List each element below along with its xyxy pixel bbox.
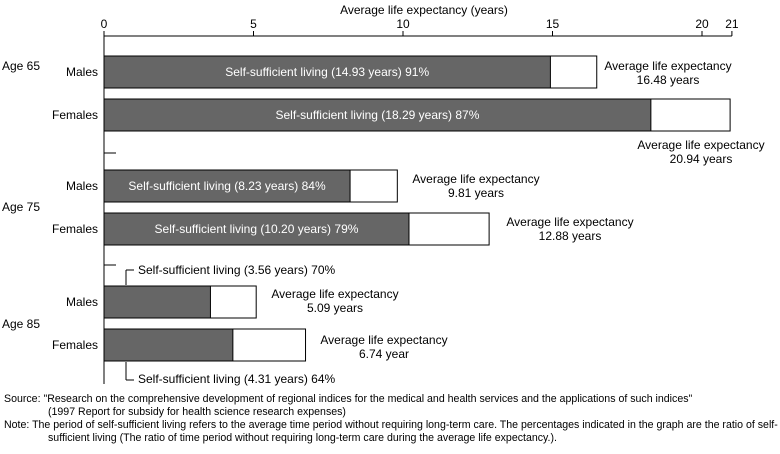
note-text: Note: The period of self-sufficient livi… (4, 419, 778, 444)
self-sufficient-label: Self-sufficient living (4.31 years) 64% (138, 372, 336, 386)
group-label: Age 65 (2, 59, 40, 73)
life-expectancy-value: 16.48 years (637, 73, 700, 87)
life-expectancy-value: 6.74 year (359, 347, 409, 361)
self-sufficient-bar (103, 98, 652, 132)
self-sufficient-label: Self-sufficient living (18.29 years) 87% (275, 108, 479, 122)
life-expectancy-label: Average life expectancy (506, 215, 633, 229)
self-sufficient-bar (103, 55, 551, 89)
life-expectancy-label: Average life expectancy (412, 172, 539, 186)
life-expectancy-value: 5.09 years (307, 301, 363, 315)
category-label: Females (52, 338, 98, 352)
category-label: Males (66, 179, 98, 193)
category-label: Males (66, 295, 98, 309)
x-tick-label: 20 (695, 17, 709, 31)
self-sufficient-label: Self-sufficient living (14.93 years) 91% (225, 65, 429, 79)
footnotes: Source: "Research on the comprehensive d… (4, 393, 778, 445)
x-tick-label: 15 (546, 17, 560, 31)
category-label: Females (52, 108, 98, 122)
labels: Age 65 Males Self-sufficient living (14.93… (2, 59, 765, 386)
group-label: Age 85 (2, 317, 40, 331)
self-sufficient-label: Self-sufficient living (10.20 years) 79% (155, 222, 359, 236)
category-label: Males (66, 65, 98, 79)
life-expectancy-value: 9.81 years (448, 186, 504, 200)
life-expectancy-label: Average life expectancy (604, 59, 731, 73)
life-expectancy-label: Average life expectancy (271, 287, 398, 301)
self-sufficient-bar (103, 212, 410, 246)
x-axis-title: Average life expectancy (years) (340, 3, 508, 17)
x-axis: 0 5 10 15 20 21 (101, 17, 739, 384)
group-label: Age 75 (2, 200, 40, 214)
life-expectancy-chart: Average life expectancy (years) 0 5 10 15 20… (2, 3, 765, 386)
life-expectancy-label: Average life expectancy (637, 138, 764, 152)
self-sufficient-label: Self-sufficient living (8.23 years) 84% (128, 179, 326, 193)
self-sufficient-bar (103, 169, 351, 203)
x-tick-label: 21 (725, 17, 739, 31)
self-sufficient-bar (103, 285, 211, 319)
source-line-2: (1997 Report for subsidy for health scie… (48, 406, 346, 418)
x-tick-label: 0 (101, 17, 108, 31)
self-sufficient-label: Self-sufficient living (3.56 years) 70% (138, 263, 336, 277)
source-line-1: Source: "Research on the comprehensive d… (4, 393, 693, 405)
x-tick-label: 5 (250, 17, 257, 31)
life-expectancy-value: 12.88 years (539, 229, 602, 243)
category-label: Females (52, 222, 98, 236)
bars (103, 55, 731, 362)
life-expectancy-value: 20.94 years (670, 152, 733, 166)
self-sufficient-bar (103, 328, 234, 362)
life-expectancy-label: Average life expectancy (320, 333, 447, 347)
x-tick-label: 10 (396, 17, 410, 31)
